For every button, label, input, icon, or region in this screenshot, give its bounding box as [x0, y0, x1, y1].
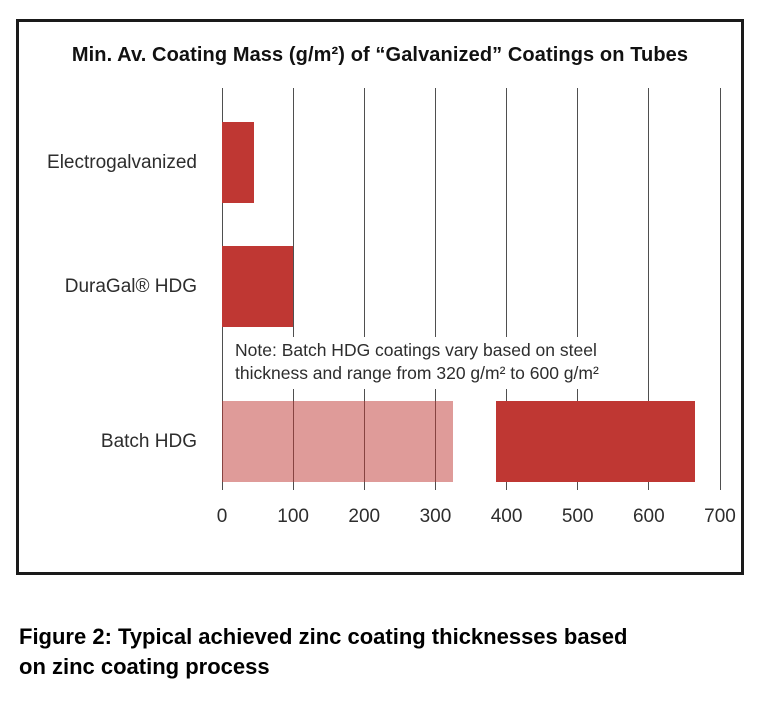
chart-title: Min. Av. Coating Mass (g/m²) of “Galvani…: [71, 44, 689, 66]
gridline: [292, 88, 294, 490]
note-line-1: Note: Batch HDG coatings vary based on s…: [235, 340, 597, 360]
x-tick-label: 500: [561, 506, 594, 527]
note-box: Note: Batch HDG coatings vary based on s…: [231, 337, 605, 389]
bar-segment: [495, 401, 696, 482]
note-line-2: thickness and range from 320 g/m² to 600…: [235, 363, 599, 383]
x-tick-label: 400: [490, 506, 523, 527]
bar-segment: [222, 122, 254, 203]
chart-frame: [16, 19, 744, 575]
x-tick-label: 300: [419, 506, 452, 527]
bar-segment: [222, 401, 454, 482]
x-tick-label: 600: [632, 506, 665, 527]
gridline: [648, 88, 650, 490]
x-tick-label: 100: [277, 506, 309, 527]
x-tick-label: 200: [348, 506, 381, 527]
gridline: [719, 88, 721, 490]
caption-line-2: on zinc coating process: [19, 654, 270, 679]
x-tick-label: 0: [216, 506, 228, 527]
gridline: [577, 88, 579, 490]
x-tick-label: 700: [704, 506, 736, 527]
bar-segment: [222, 246, 294, 327]
category-label: DuraGal® HDG: [64, 275, 197, 297]
gridline: [506, 88, 508, 490]
figure-caption: Figure 2: Typical achieved zinc coating …: [19, 622, 729, 682]
gridline: [434, 88, 436, 490]
gridline: [363, 88, 365, 490]
category-label: Electrogalvanized: [47, 151, 197, 173]
caption-line-1: Figure 2: Typical achieved zinc coating …: [19, 624, 628, 649]
category-label: Batch HDG: [100, 430, 197, 452]
